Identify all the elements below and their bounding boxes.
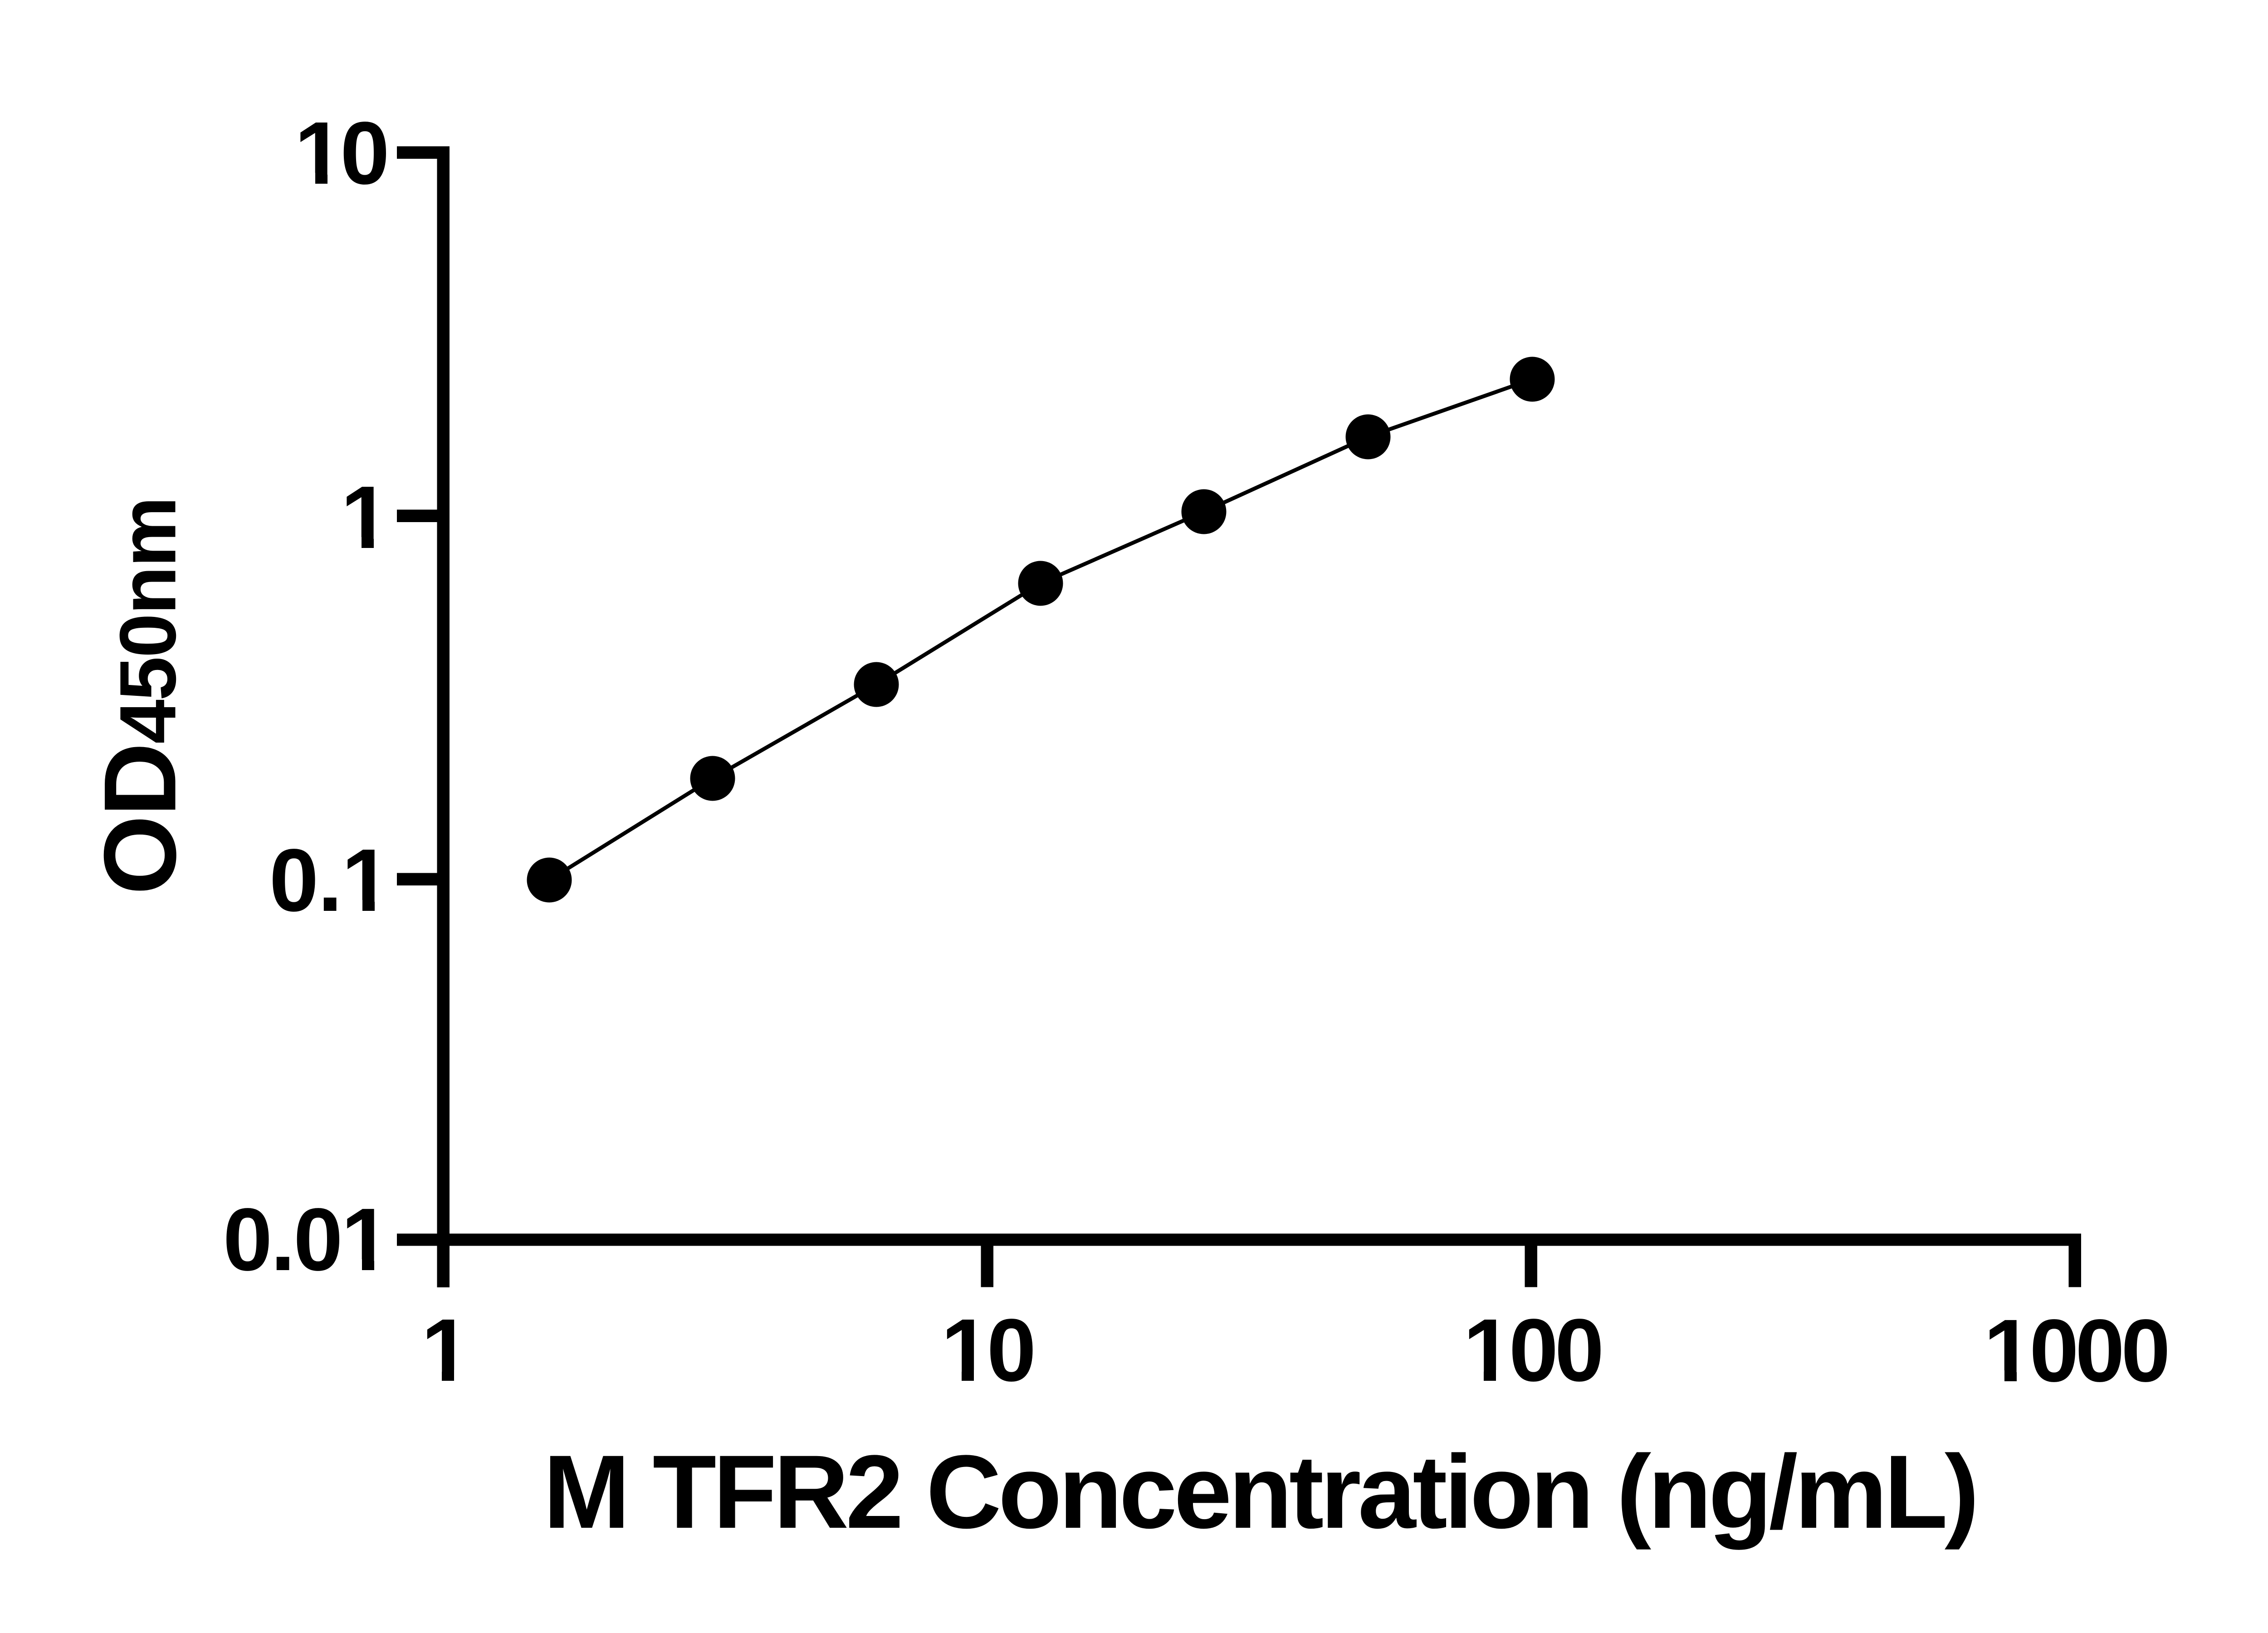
svg-text:10: 10 [294,103,386,203]
svg-text:M TFR2 Concentration (ng/mL): M TFR2 Concentration (ng/mL) [543,1433,1976,1550]
svg-text:100: 100 [1463,1301,1600,1400]
svg-text:0.01: 0.01 [223,1190,389,1289]
svg-text:1: 1 [421,1301,468,1400]
svg-text:0.1: 0.1 [269,831,390,930]
svg-text:OD450nm: OD450nm [83,498,197,895]
svg-text:10: 10 [941,1301,1032,1400]
svg-text:1: 1 [341,468,388,567]
svg-text:1000: 1000 [1984,1301,2167,1400]
